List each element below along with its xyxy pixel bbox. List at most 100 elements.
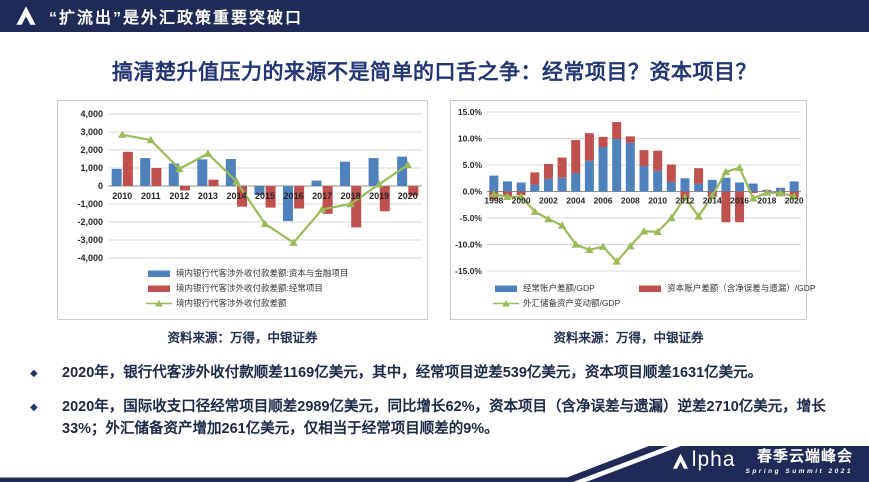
bar-s0-2016 <box>282 186 293 222</box>
line-marker-triangle <box>708 191 717 199</box>
line-marker-triangle <box>530 207 539 215</box>
bar-s1-2009 <box>639 150 649 167</box>
line-marker-triangle <box>260 219 270 227</box>
x-axis-tick: 2018 <box>757 196 776 206</box>
bar-s1-2016 <box>294 186 305 209</box>
footer-brand-block: lpha 春季云端峰会 Spring Summit 2021 <box>670 445 853 475</box>
x-axis-ticks: 2010 2011 2012 2013 2014 2015 2016 2017 2018 2019… <box>112 191 417 201</box>
bar-s0-2002 <box>543 178 553 192</box>
bar-s0-2015 <box>254 186 265 195</box>
y-axis-tick: -3,000 <box>77 235 103 245</box>
line-marker-triangle <box>489 189 499 198</box>
x-axis-tick: 2008 <box>621 196 640 206</box>
line-marker-triangle <box>680 193 690 201</box>
line-marker-triangle <box>317 205 327 213</box>
y-axis-tick: 10.0% <box>458 133 483 143</box>
x-axis-tick: 2012 <box>169 191 189 201</box>
line-marker-triangle <box>175 164 184 173</box>
line-series <box>118 130 412 246</box>
legend-item-0-2: 境内银行代客涉外收付款差额 <box>146 299 348 308</box>
bar-s1-2020 <box>408 186 419 196</box>
bars <box>489 122 799 223</box>
y-axis-tick: -5.0% <box>460 213 483 223</box>
legend-item-1-1: 资本账户差额（含净误差与遗漏）/GDP <box>637 284 816 293</box>
line-marker-triangle <box>585 245 594 253</box>
slide-title: 搞清楚升值压力的来源不是简单的口舌之争：经常项目？资本项目？ <box>112 61 757 84</box>
x-axis-tick: 2010 <box>112 191 132 201</box>
line-marker-triangle <box>289 238 298 246</box>
x-axis-tick: 1998 <box>484 196 503 206</box>
y-axis-tick: -2,000 <box>77 217 103 227</box>
legend-line-swatch <box>493 300 519 307</box>
bar-s0-2017 <box>311 180 322 186</box>
bullet-item: ◆ 2020年，国际收支口径经常项目顺差2989亿美元，同比增长62%，资本项目… <box>30 397 845 441</box>
x-axis-tick: 2012 <box>675 196 694 206</box>
x-axis-tick: 2016 <box>284 191 304 201</box>
legend-label: 境内银行代客涉外收付款差额:资本与金融项目 <box>176 268 349 279</box>
line-marker-triangle <box>544 214 553 223</box>
gridlines: 4,000 3,000 2,000 1,000 0 -1,000 -2,000 -3,000 -… <box>77 109 422 263</box>
bar-s1-2003 <box>557 157 567 178</box>
y-axis-tick: 15.0% <box>458 107 483 117</box>
x-axis-tick: 2004 <box>566 196 585 206</box>
line-marker-triangle <box>639 227 649 235</box>
line-marker-triangle <box>789 192 799 200</box>
line-marker-triangle <box>667 213 676 222</box>
y-axis-tick: 3,000 <box>80 127 103 137</box>
bars <box>111 151 419 228</box>
bar-s1-2013 <box>208 179 219 186</box>
brand-text: lpha <box>691 447 736 471</box>
chart-plot: 4,000 3,000 2,000 1,000 0 -1,000 -2,000 -3,000 -… <box>77 109 422 263</box>
line-marker-triangle <box>516 192 526 200</box>
alpha-logo-icon <box>672 453 688 469</box>
y-axis-tick: 4,000 <box>80 109 103 119</box>
line-marker-triangle <box>557 221 567 229</box>
legend-item-1-0: 经常账户差额/GDP <box>493 284 637 293</box>
y-axis-tick: 1,000 <box>80 163 103 173</box>
bar-s0-2011 <box>140 158 151 186</box>
bar-s0-2005 <box>584 160 594 192</box>
bar-s1-2005 <box>584 133 594 161</box>
bar-s1-2010 <box>653 150 663 171</box>
y-axis-tick: 0 <box>98 181 103 191</box>
event-title-cn: 春季云端峰会 <box>756 448 853 465</box>
bar-s1-2018 <box>351 186 362 228</box>
alpha-logo-icon <box>16 6 36 25</box>
footer-shape <box>0 446 869 482</box>
chart-box-right: 15.0% 10.0% 5.0% 0.0% -5.0% -10.0% -15.0% 1998 2… <box>450 100 816 320</box>
bar-s0-2000 <box>516 182 526 192</box>
bar-s0-2010 <box>653 170 663 192</box>
line-marker-triangle <box>232 177 241 185</box>
bar-s1-2019 <box>379 186 390 212</box>
line-marker-triangle <box>118 130 127 138</box>
bar-s1-2001 <box>530 172 540 185</box>
y-axis-tick: 0.0% <box>463 186 483 196</box>
bar-s1-2012 <box>179 186 190 191</box>
bar-s1-2014 <box>237 186 248 207</box>
y-axis-tick: -4,000 <box>77 253 103 263</box>
x-axis-tick: 2016 <box>730 196 749 206</box>
bar-s0-2013 <box>197 159 208 186</box>
bar-s0-2004 <box>571 172 581 192</box>
bar-s1-2011 <box>666 164 676 182</box>
x-axis-tick: 2006 <box>594 196 613 206</box>
line-marker-triangle <box>403 160 412 169</box>
legend-label: 外汇储备资产变动额/GDP <box>523 298 621 309</box>
x-axis-tick: 2011 <box>141 191 161 201</box>
bar-s1-2010 <box>122 151 133 186</box>
line-marker-triangle <box>762 188 772 196</box>
bar-s1-2015 <box>265 186 276 208</box>
x-axis-tick: 2000 <box>512 196 531 206</box>
bar-s0-2020 <box>397 156 408 186</box>
source-left: 资料来源：万得，中银证券 <box>167 331 318 345</box>
line-marker-triangle <box>146 135 156 144</box>
bar-s0-2006 <box>598 146 608 192</box>
legend-bar-swatch <box>639 285 662 292</box>
line-marker-triangle <box>721 167 731 176</box>
y-axis-tick: -15.0% <box>455 266 482 276</box>
legend-bar-swatch <box>148 270 170 277</box>
x-axis-tick: 2015 <box>255 191 275 201</box>
line-series <box>489 163 799 265</box>
legend-bar-swatch <box>495 285 517 292</box>
